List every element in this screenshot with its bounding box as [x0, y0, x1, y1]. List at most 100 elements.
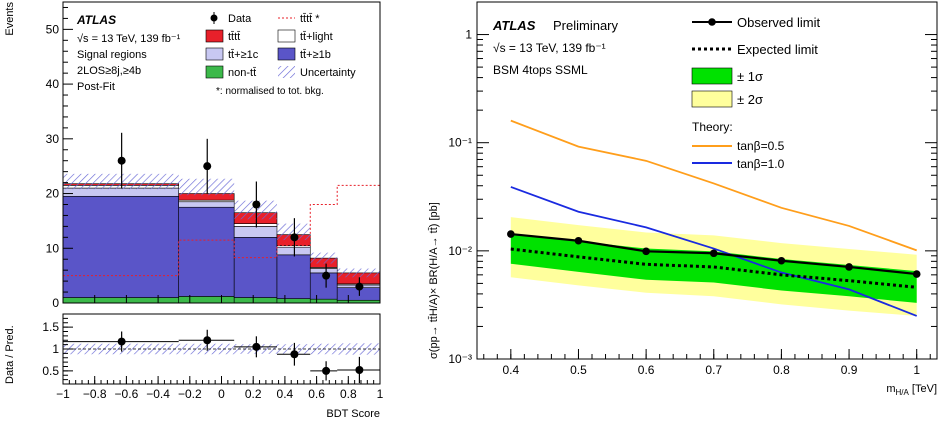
ratio-point-5 [355, 366, 364, 374]
info-line-3: Post-Fit [77, 81, 115, 93]
stack-bar-0-bin-3 [276, 298, 311, 304]
legend-label-3: tt̄+light [300, 31, 333, 43]
stack-bar-2-bin-2 [233, 226, 278, 238]
limit-x-tick-label-4: 0.8 [773, 363, 790, 377]
uncertainty-hatch-bin-0 [63, 173, 179, 190]
uncertainty-hatch-bin-3 [276, 223, 311, 241]
upper-y-tick-label-5: 50 [46, 22, 60, 36]
limit-y-tick-label: 10⁻³ [448, 352, 472, 366]
ratio-x-tick-label-0: −1 [56, 387, 70, 401]
observed-point-0 [507, 230, 515, 238]
legend-observed-label: Observed limit [737, 15, 820, 30]
stack-bar-0-bin-0 [62, 297, 180, 304]
upper-y-tick-label-0: 0 [52, 296, 59, 310]
ratio-x-tick-label-3: −0.4 [146, 387, 170, 401]
ratio-hatch-bin-1 [178, 343, 235, 355]
uncertainty-hatch-bin-5 [337, 268, 380, 278]
observed-point-5 [845, 263, 853, 271]
limit-y-tick-label: 1 [465, 28, 472, 42]
limit-x-tick-label-2: 0.6 [638, 363, 655, 377]
theory-tanb-0p5-line [510, 119, 918, 252]
ratio-x-tick-label-9: 0.8 [340, 387, 357, 401]
data-point-2 [252, 200, 261, 209]
stack-bar-2-bin-0 [62, 187, 180, 197]
legend-swatch-box-2 [205, 29, 224, 43]
observed-point-2 [642, 247, 650, 256]
atlas-label: ATLAS [76, 13, 116, 27]
legend-swatch-hatch [278, 66, 295, 78]
legend-label-4: tt̄+≥1c [228, 49, 259, 61]
ratio-x-tick-label-1: −0.8 [83, 387, 107, 401]
stack-bar-0-bin-4 [309, 298, 338, 304]
observed-point-3 [709, 249, 718, 258]
info-line-2: 2LOS≥8j,≥4b [77, 65, 141, 77]
legend-1sigma-label: ± 1σ [737, 69, 763, 84]
observed-point-6 [912, 270, 921, 278]
stack-bar-3-bin-2 [233, 223, 278, 227]
observed-point-1 [574, 236, 583, 245]
ratio-x-axis-label: BDT Score [326, 408, 380, 420]
ratio-y-tick-label-1: 1 [52, 342, 59, 356]
legend-label-0: Data [228, 13, 252, 25]
legend-swatch-box-4 [205, 47, 224, 61]
legend-tanb05-label: tanβ=0.5 [737, 139, 785, 153]
data-point-0 [117, 156, 126, 165]
legend-expected-label: Expected limit [737, 42, 818, 57]
limit-y-tick-label: 10⁻¹ [448, 136, 472, 150]
legend-label-5: tt̄+≥1b [300, 49, 331, 61]
stack-bar-1-bin-1 [178, 206, 235, 297]
info-line-0: √s = 13 TeV, 139 fb⁻¹ [77, 33, 181, 45]
upper-y-tick-label-1: 10 [46, 241, 60, 255]
legend-note: *: normalised to tot. bkg. [216, 86, 324, 97]
ratio-x-tick-label-8: 0.6 [308, 387, 325, 401]
limit-x-tick-label-1: 0.5 [570, 363, 587, 377]
theory-tanb-1p0-line [510, 186, 918, 317]
stack-bar-0-bin-1 [178, 296, 235, 304]
info-line-1: Signal regions [77, 49, 147, 61]
uncertainty-hatch-bin-4 [310, 252, 338, 264]
legend-label-1: tt̄tt̄ * [300, 13, 320, 25]
stack-bar-0-bin-2 [233, 297, 278, 304]
legend-label-2: tt̄tt̄ [228, 31, 241, 43]
ratio-x-tick-label-4: −0.2 [178, 387, 202, 401]
stack-bar-1-bin-3 [276, 254, 311, 299]
legend-label-7: Uncertainty [300, 67, 356, 79]
limit-x-axis-label: mH/A [TeV] [886, 383, 937, 397]
stack-bar-2-bin-4 [309, 268, 338, 274]
ratio-x-tick-label-6: 0.2 [245, 387, 262, 401]
ratio-y-tick-label-0: 0.5 [42, 364, 59, 378]
legend-swatch-data [210, 14, 218, 22]
ratio-point-4 [322, 366, 331, 375]
limit-x-tick-label-5: 0.9 [841, 363, 858, 377]
limit-x-label-sub: H/A [896, 388, 910, 397]
expected-limit-line [510, 247, 917, 289]
limit-preliminary-label: Preliminary [553, 18, 619, 33]
limit-x-tick-label-6: 1 [913, 363, 920, 377]
stack-bar-2-bin-3 [276, 246, 311, 256]
ratio-y-tick-label-2: 1.5 [42, 320, 59, 334]
legend-1sigma-swatch [691, 67, 733, 85]
data-point-5 [355, 282, 364, 291]
data-point-4 [322, 271, 331, 280]
ratio-y-axis-label: Data / Pred. [4, 325, 16, 384]
stack-bar-1-bin-2 [233, 237, 278, 298]
limit-x-label-main: m [886, 383, 895, 395]
upper-y-axis-label: Events [4, 2, 16, 36]
stack-bar-2-bin-1 [178, 201, 235, 208]
ratio-point-0 [117, 337, 126, 346]
limit-y-tick-label: 10⁻² [448, 244, 472, 258]
ratio-x-tick-label-7: 0.4 [277, 387, 294, 401]
legend-swatch-box-6 [205, 65, 224, 79]
ratio-x-tick-label-2: −0.6 [115, 387, 139, 401]
legend-theory-title: Theory: [692, 120, 733, 134]
legend-2sigma-label: ± 2σ [737, 92, 763, 107]
legend-swatch-box-3 [277, 29, 296, 43]
ratio-point-2 [252, 342, 261, 351]
limit-x-tick-label-3: 0.7 [705, 363, 722, 377]
limit-info-line-0: √s = 13 TeV, 139 fb⁻¹ [493, 41, 606, 55]
upper-y-tick-label-2: 20 [46, 187, 60, 201]
limit-info-line-1: BSM 4tops SSML [493, 63, 588, 77]
upper-y-tick-label-3: 30 [46, 132, 60, 146]
ratio-x-tick-label-10: 1 [377, 387, 384, 401]
